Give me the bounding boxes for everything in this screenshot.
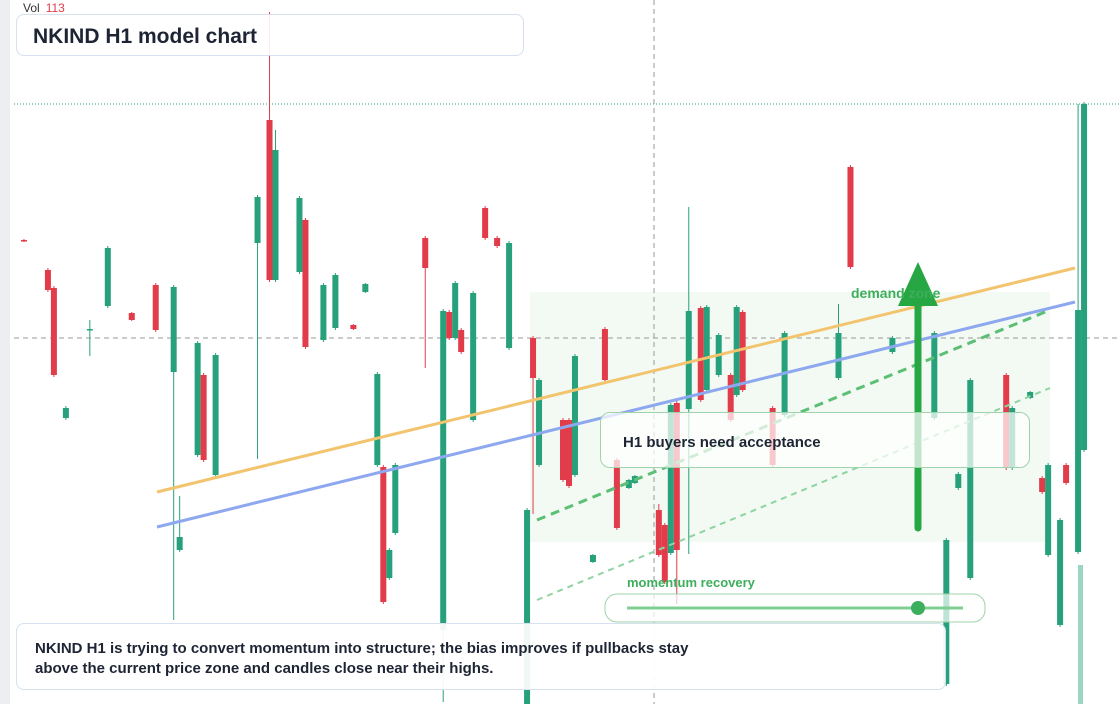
candle-body [589,555,596,562]
left-rail [0,0,10,704]
momentum-label: momentum recovery [627,575,755,590]
candle-body [332,275,339,328]
candle-body [1045,465,1052,555]
candle-body [847,167,854,267]
candle-body [667,405,674,553]
candle-body [482,208,489,238]
demand-label: demand zone [851,285,941,301]
candle-body [565,420,572,486]
slider-knob [911,601,925,615]
candle-body [128,313,135,320]
volume-label: Vol [23,1,40,15]
candle-body [727,375,734,420]
candle-body [302,220,309,347]
candle-body [955,474,962,488]
candle-body [194,343,201,455]
candle-body [506,243,513,348]
candle-body [374,374,381,465]
candle-body [673,403,680,550]
volume-readout: Vol 113 [23,1,65,15]
candle-body [386,550,393,578]
callout-text: H1 buyers need acceptance [623,434,821,451]
candle-body [458,330,465,352]
candle-body [470,293,477,420]
candle-body [212,355,219,475]
candle-body [613,460,620,528]
volume-value: 113 [45,1,65,15]
title-box: NKIND H1 model chart [16,14,524,56]
candle-body [86,329,93,331]
candle-body [601,329,608,380]
candle-body [50,288,57,375]
candle-body [655,510,662,555]
candle-body [362,284,369,292]
candle-body [350,325,357,329]
candle-body [967,380,974,578]
candles [20,12,1088,704]
candle-body [1075,310,1082,552]
candle-body [931,333,938,418]
candle-body [889,338,896,352]
candle-body [452,283,459,338]
candle-body [266,120,273,280]
candle-body [170,287,177,372]
volume-bar [1078,565,1083,704]
candle-body [1027,392,1034,398]
candle-body [661,525,668,582]
candle-body [296,198,303,272]
candle-body [44,270,51,290]
candle-body [530,338,537,378]
candle-body [703,307,710,390]
candle-body [1057,520,1064,625]
caption-box: NKIND H1 is trying to convert momentum i… [16,623,946,690]
candle-body [1081,104,1088,450]
callout-box: H1 buyers need acceptance [600,412,1030,468]
candle-body [104,248,111,306]
candle-body [559,420,566,480]
candle-body [254,197,261,243]
candle-body [20,240,27,242]
candle-body [380,467,387,602]
candle-body [697,308,704,400]
candle-body [571,356,578,475]
candle-body [446,312,453,338]
candle-body [200,375,207,460]
candle-body [835,333,842,378]
candle-body [536,380,543,465]
candle-body [1063,465,1070,483]
candle-body [494,238,501,246]
chart-title: NKIND H1 model chart [33,25,258,48]
candle-body [524,510,531,704]
candle-body [1039,478,1046,492]
candle-body [685,311,692,409]
candle-body [62,408,69,418]
candle-body [440,311,447,630]
candle-body [739,312,746,390]
caption-text: NKIND H1 is trying to convert momentum i… [35,640,689,677]
candle-body [272,150,279,280]
candle-body [320,285,327,340]
candle-body [392,465,399,533]
candle-body [422,238,429,268]
arrow-head [898,262,938,306]
candle-body [176,537,183,550]
candle-body [152,285,159,330]
